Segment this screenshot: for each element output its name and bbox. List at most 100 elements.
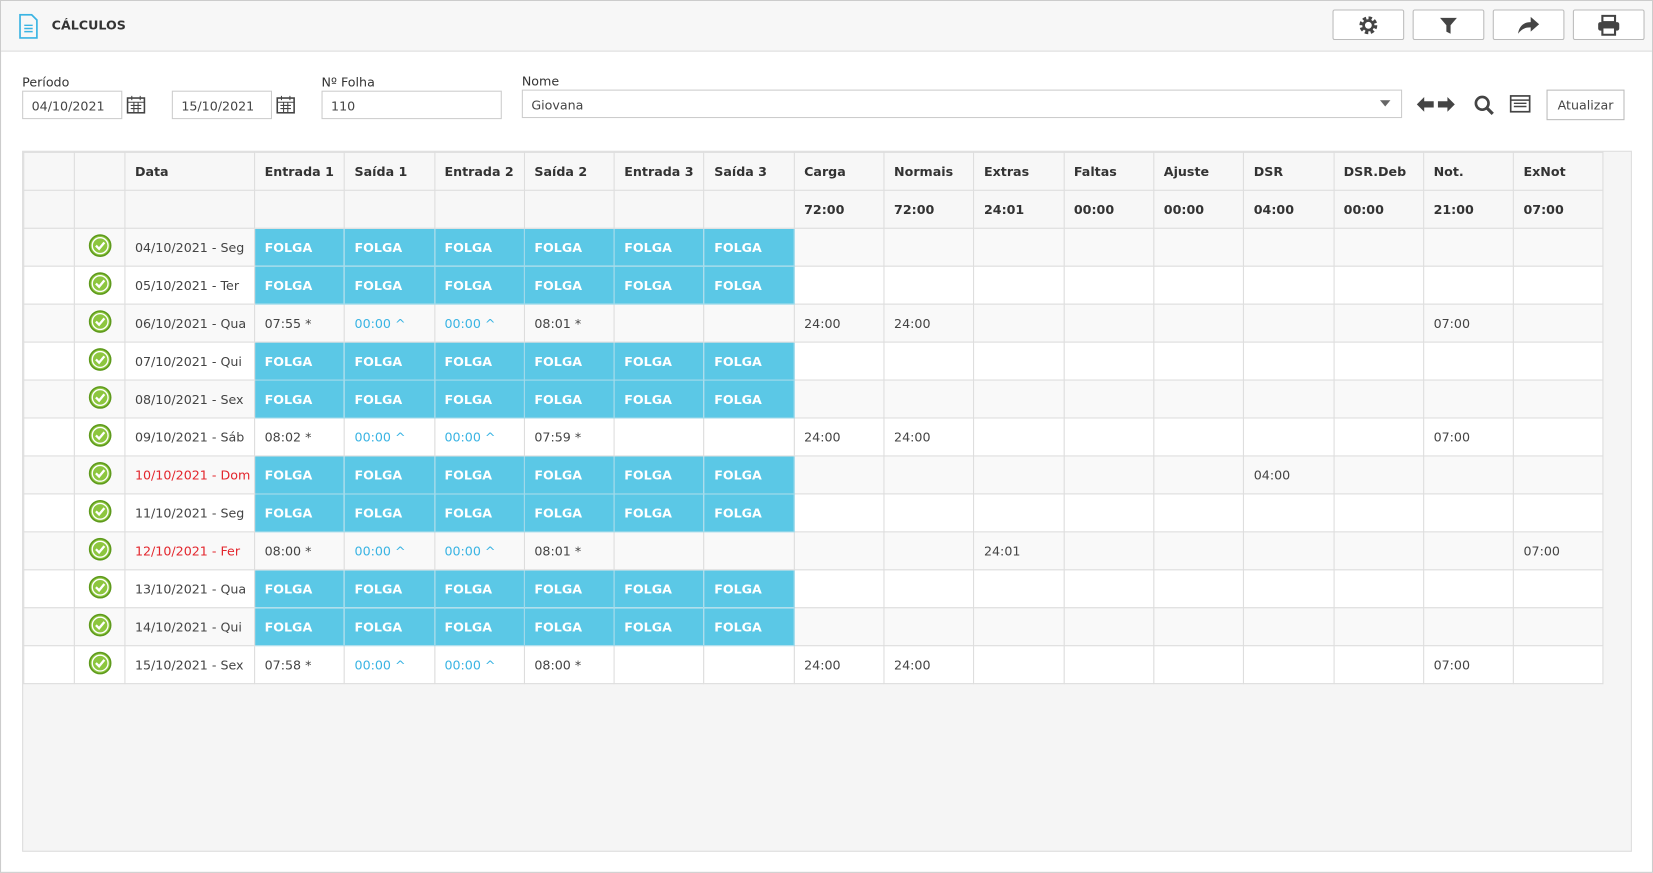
empty-cell bbox=[1153, 493, 1245, 533]
date-cell: 08/10/2021 - Sex bbox=[124, 379, 256, 419]
empty-cell bbox=[1333, 455, 1425, 495]
empty-cell bbox=[1512, 379, 1604, 419]
empty-cell bbox=[793, 531, 885, 571]
punch-cell: FOLGA bbox=[343, 379, 435, 419]
empty-cell bbox=[1333, 569, 1425, 609]
day-row: 13/10/2021 - Qua FOLGA FOLGA FOLGA FOLGA FOLG… bbox=[23, 569, 1604, 609]
total-cell bbox=[703, 189, 795, 229]
punch-cell: 00:00 ^ bbox=[433, 303, 525, 343]
total-cell bbox=[23, 189, 75, 229]
empty-cell bbox=[1063, 455, 1155, 495]
empty-cell bbox=[883, 531, 975, 571]
status-cell bbox=[73, 493, 126, 533]
end-date-input[interactable]: 15/10/2021 bbox=[171, 90, 272, 120]
punch-cell: FOLGA bbox=[433, 227, 525, 267]
calendar-icon[interactable] bbox=[126, 95, 146, 114]
calendar-icon[interactable] bbox=[276, 95, 295, 114]
status-icon bbox=[88, 462, 111, 485]
punch-cell: FOLGA bbox=[703, 569, 795, 609]
punch-cell: 07:59 * bbox=[523, 417, 615, 457]
empty-cell bbox=[1243, 493, 1335, 533]
empty-cell bbox=[1333, 607, 1425, 647]
empty-cell bbox=[703, 417, 795, 457]
empty-cell bbox=[1333, 493, 1425, 533]
punch-cell: FOLGA bbox=[343, 455, 435, 495]
status-cell bbox=[73, 341, 126, 381]
punch-cell: FOLGA bbox=[703, 379, 795, 419]
day-row: 10/10/2021 - Dom FOLGA FOLGA FOLGA FOLGA FOLG… bbox=[23, 455, 1604, 495]
column-header: Not. bbox=[1423, 151, 1514, 191]
empty-cell bbox=[613, 645, 705, 685]
empty-cell bbox=[1153, 303, 1245, 343]
status-icon bbox=[88, 651, 111, 675]
empty-cell bbox=[973, 227, 1065, 267]
punch-cell: FOLGA bbox=[254, 493, 346, 533]
status-cell bbox=[73, 265, 126, 305]
status-cell bbox=[73, 227, 126, 267]
empty-cell bbox=[703, 645, 795, 685]
start-date-input[interactable]: 04/10/2021 bbox=[22, 90, 123, 120]
name-select[interactable]: Giovana bbox=[521, 89, 1403, 119]
day-row: 06/10/2021 - Qua 07:55 * 00:00 ^ 00:00 ^ 08:… bbox=[23, 303, 1604, 343]
date-cell: 11/10/2021 - Seg bbox=[124, 493, 256, 533]
empty-cell bbox=[1512, 417, 1604, 457]
row-selector bbox=[23, 341, 75, 381]
column-header: Entrada 3 bbox=[613, 151, 705, 191]
empty-cell bbox=[1063, 531, 1155, 571]
empty-cell bbox=[1333, 417, 1425, 457]
search-button[interactable] bbox=[1474, 95, 1495, 116]
status-icon bbox=[88, 234, 111, 257]
empty-cell bbox=[793, 379, 885, 419]
column-header bbox=[73, 151, 126, 191]
sheet-input[interactable]: 110 bbox=[321, 90, 502, 120]
empty-cell bbox=[1423, 569, 1514, 609]
punch-cell: FOLGA bbox=[523, 607, 615, 647]
total-cell: 00:00 bbox=[1153, 189, 1245, 229]
empty-cell bbox=[793, 493, 885, 533]
total-cell: 21:00 bbox=[1423, 189, 1514, 229]
hours-cell: 04:00 bbox=[1243, 455, 1335, 495]
empty-cell bbox=[973, 645, 1065, 685]
punch-cell: FOLGA bbox=[613, 227, 705, 267]
empty-cell bbox=[1153, 379, 1245, 419]
empty-cell bbox=[1423, 379, 1514, 419]
punch-cell: FOLGA bbox=[613, 607, 705, 647]
empty-cell bbox=[1423, 531, 1514, 571]
punch-cell: FOLGA bbox=[523, 379, 615, 419]
column-header: Saída 2 bbox=[523, 151, 615, 191]
day-row: 15/10/2021 - Sex 07:58 * 00:00 ^ 00:00 ^ 08:… bbox=[23, 645, 1604, 685]
empty-cell bbox=[1153, 455, 1245, 495]
list-button[interactable] bbox=[1509, 95, 1531, 114]
update-button[interactable]: Atualizar bbox=[1546, 89, 1625, 121]
swap-button[interactable] bbox=[1416, 95, 1456, 114]
status-icon bbox=[88, 424, 111, 447]
empty-cell bbox=[1333, 265, 1425, 305]
empty-cell bbox=[883, 455, 975, 495]
status-cell bbox=[73, 607, 126, 647]
empty-cell bbox=[973, 455, 1065, 495]
punch-cell: 00:00 ^ bbox=[433, 417, 525, 457]
column-header: Data bbox=[124, 151, 256, 191]
empty-cell bbox=[1153, 341, 1245, 381]
empty-cell bbox=[1063, 607, 1155, 647]
filter-button[interactable] bbox=[1412, 9, 1485, 41]
share-button[interactable] bbox=[1492, 9, 1565, 41]
column-header: Entrada 2 bbox=[433, 151, 525, 191]
status-icon bbox=[88, 310, 111, 333]
total-cell bbox=[343, 189, 435, 229]
status-icon bbox=[88, 575, 111, 599]
empty-cell bbox=[1512, 607, 1604, 647]
punch-cell: FOLGA bbox=[613, 341, 705, 381]
empty-cell bbox=[1063, 645, 1155, 685]
empty-cell bbox=[1063, 379, 1155, 419]
date-cell: 12/10/2021 - Fer bbox=[124, 531, 256, 571]
day-row: 09/10/2021 - Sáb 08:02 * 00:00 ^ 00:00 ^ 07:… bbox=[23, 417, 1604, 457]
empty-cell bbox=[1063, 227, 1155, 267]
empty-cell bbox=[1243, 227, 1335, 267]
row-selector bbox=[23, 265, 75, 305]
total-cell bbox=[523, 189, 615, 229]
dropdown-arrow bbox=[1379, 100, 1391, 107]
settings-button[interactable] bbox=[1332, 9, 1405, 41]
print-button[interactable] bbox=[1572, 9, 1645, 41]
empty-cell bbox=[1153, 607, 1245, 647]
